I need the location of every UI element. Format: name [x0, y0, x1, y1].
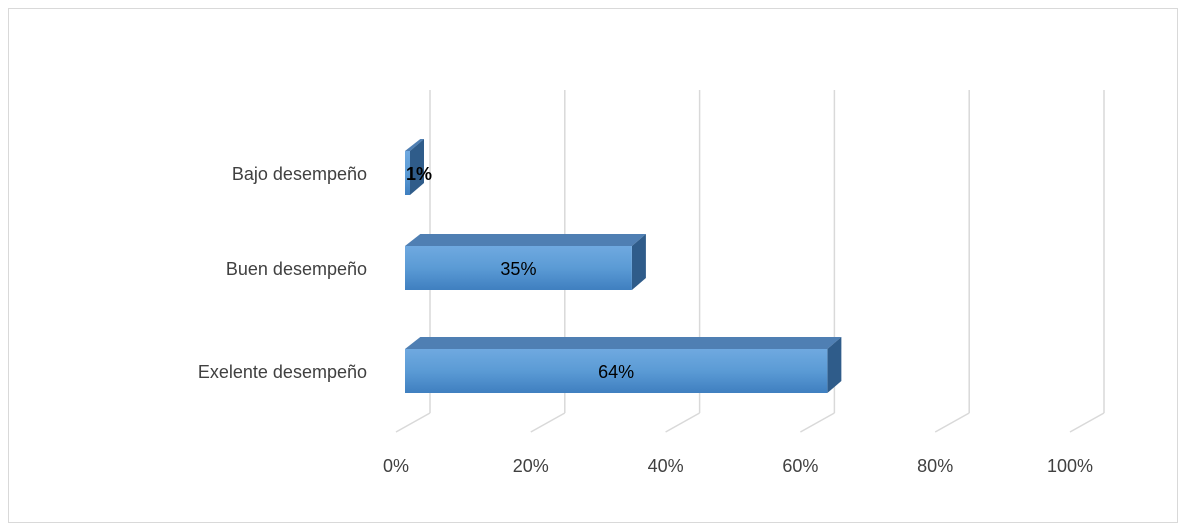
- bar-top: [405, 234, 646, 246]
- category-label: Buen desempeño: [226, 259, 367, 279]
- x-tick-label: 0%: [383, 456, 409, 476]
- gridline-floor: [530, 412, 566, 433]
- data-label: 64%: [598, 362, 634, 382]
- bar: [405, 234, 646, 290]
- gridline-floor: [395, 412, 431, 433]
- x-tick-label: 60%: [782, 456, 818, 476]
- bars: [405, 139, 842, 393]
- bar-front: [405, 151, 410, 195]
- x-tick-label: 40%: [648, 456, 684, 476]
- category-label: Exelente desempeño: [198, 362, 367, 382]
- data-label: 35%: [500, 259, 536, 279]
- bar: [405, 139, 424, 195]
- bar-side: [410, 139, 424, 195]
- labels: 0% 20% 40% 60% 80% 100% Bajo desempeño 1% Buen d…: [198, 164, 1093, 476]
- bar: [405, 337, 842, 393]
- bar-side: [827, 337, 842, 393]
- bar-top: [405, 337, 842, 349]
- x-tick-label: 20%: [513, 456, 549, 476]
- x-tick-label: 100%: [1047, 456, 1093, 476]
- x-tick-label: 80%: [917, 456, 953, 476]
- gridline-floor: [800, 412, 835, 433]
- category-label: Bajo desempeño: [232, 164, 367, 184]
- data-label: 1%: [406, 164, 432, 184]
- gridline-floor: [665, 412, 700, 433]
- bar-top: [405, 139, 424, 151]
- bar-front: [405, 349, 828, 393]
- gridline-floor: [934, 412, 970, 433]
- bar-front: [405, 246, 632, 290]
- bar-side: [631, 234, 646, 290]
- gridline-floor: [1069, 412, 1105, 433]
